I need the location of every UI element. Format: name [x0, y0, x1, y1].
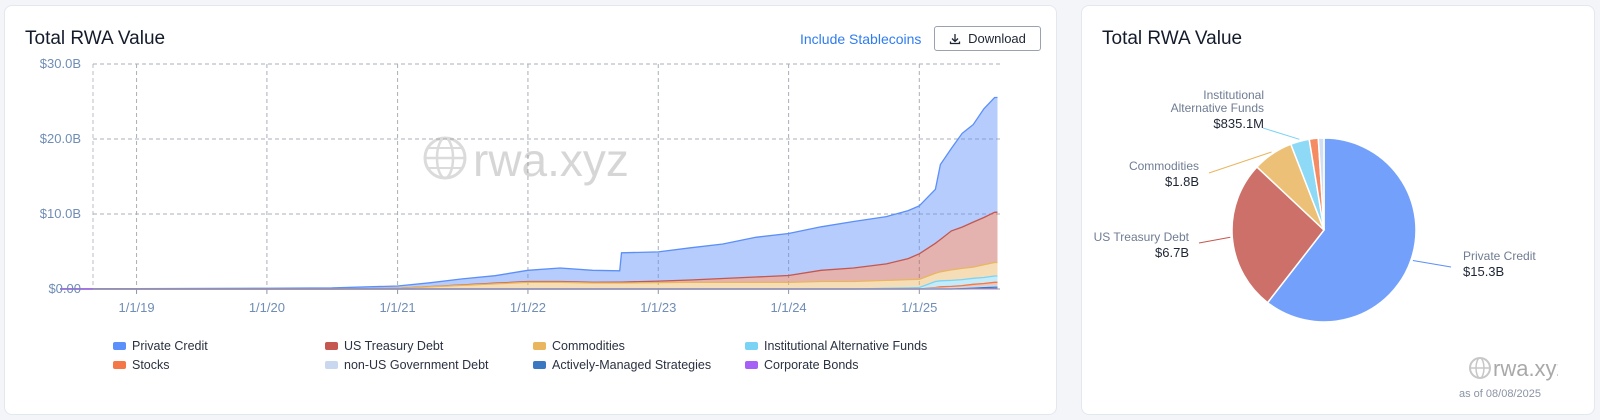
x-tick-label: 1/1/22	[510, 300, 546, 315]
pie-label-value: $1.8B	[1165, 174, 1199, 189]
download-button[interactable]: Download	[934, 26, 1041, 51]
stacked-area-chart: rwa.xyz $0.00 $10.0B $20.0B $30.0B 1/1/19 1/1…	[40, 56, 1000, 315]
legend-item[interactable]: US Treasury Debt	[325, 339, 443, 353]
globe-icon	[1469, 357, 1491, 379]
legend-item[interactable]: non-US Government Debt	[325, 358, 489, 372]
pie-leader-line	[1262, 127, 1300, 140]
pie-leader-line	[1208, 151, 1272, 174]
pie-slice	[1231, 165, 1326, 304]
area-line	[60, 261, 998, 290]
area-series	[60, 96, 998, 290]
chart-watermark: rwa.xyz	[423, 134, 629, 186]
legend-swatch	[745, 342, 758, 350]
legend-label: Corporate Bonds	[764, 358, 859, 372]
pie-label-name: Private Credit	[1463, 249, 1536, 263]
globe-icon	[423, 136, 467, 180]
chart-areas	[60, 96, 998, 290]
chart-grid	[92, 63, 1000, 289]
include-stablecoins-link[interactable]: Include Stablecoins	[800, 31, 922, 47]
y-tick-label: $0.00	[48, 281, 81, 296]
legend-swatch	[325, 342, 338, 350]
x-tick-label: 1/1/25	[901, 300, 937, 315]
pie-label: Commodities$1.8B	[1129, 159, 1199, 189]
legend-item[interactable]: Stocks	[113, 358, 170, 372]
y-tick-label: $30.0B	[40, 56, 81, 71]
legend-swatch	[745, 361, 758, 369]
legend-label: Stocks	[132, 358, 170, 372]
x-tick-label: 1/1/23	[640, 300, 676, 315]
pie-chart: Private Credit$15.3B US Treasury Debt$6.7…	[1094, 88, 1536, 323]
y-tick-label: $10.0B	[40, 206, 81, 221]
legend-label: Private Credit	[132, 339, 208, 353]
watermark-text: rwa.xyz	[1493, 356, 1558, 381]
y-tick-label: $20.0B	[40, 131, 81, 146]
pie-label: Private Credit$15.3B	[1463, 249, 1536, 279]
chart-axes: $0.00 $10.0B $20.0B $30.0B 1/1/19 1/1/20 1/1/2…	[40, 56, 1000, 315]
legend-label: non-US Government Debt	[344, 358, 489, 372]
area-series	[60, 261, 998, 290]
legend-swatch	[533, 342, 546, 350]
x-tick-label: 1/1/19	[118, 300, 154, 315]
x-tick-label: 1/1/24	[771, 300, 807, 315]
legend-label: Institutional Alternative Funds	[764, 339, 928, 353]
pie-label-value: $15.3B	[1463, 264, 1504, 279]
card-title: Total RWA Value	[25, 28, 166, 49]
legend-label: US Treasury Debt	[344, 339, 444, 353]
stacked-area-card: Total RWA Value Include Stablecoins Down…	[4, 5, 1057, 415]
pie-label-value: $835.1M	[1213, 116, 1264, 131]
legend-label: Actively-Managed Strategies	[552, 358, 712, 372]
watermark-text: rwa.xyz	[473, 134, 629, 186]
download-icon	[949, 33, 961, 45]
pie-leader-line	[1198, 236, 1231, 244]
pie-leader-line	[1412, 260, 1452, 268]
x-tick-label: 1/1/20	[249, 300, 285, 315]
area-line	[60, 96, 998, 290]
legend-swatch	[113, 342, 126, 350]
area-fill	[60, 97, 998, 289]
download-label: Download	[968, 31, 1026, 46]
pie-label-value: $6.7B	[1155, 245, 1189, 260]
pie-label-name: Alternative Funds	[1171, 101, 1264, 115]
x-tick-label: 1/1/21	[380, 300, 416, 315]
pie-label: US Treasury Debt$6.7B	[1094, 230, 1190, 260]
legend-item[interactable]: Actively-Managed Strategies	[533, 358, 711, 372]
pie-label-name: Commodities	[1129, 159, 1199, 173]
legend-item[interactable]: Corporate Bonds	[745, 358, 859, 372]
legend-item[interactable]: Institutional Alternative Funds	[745, 339, 927, 353]
legend-swatch	[325, 361, 338, 369]
footer-watermark: rwa.xyz	[1468, 353, 1568, 388]
pie-label-name: Institutional	[1203, 88, 1264, 102]
pie-label-name: US Treasury Debt	[1094, 230, 1190, 244]
pie-slice	[1317, 137, 1325, 231]
as-of-date: as of 08/08/2025	[1459, 388, 1541, 400]
pie-slice	[1266, 137, 1417, 323]
card-title: Total RWA Value	[1102, 28, 1243, 49]
legend-item[interactable]: Commodities	[533, 339, 625, 353]
legend-swatch	[533, 361, 546, 369]
legend-item[interactable]: Private Credit	[113, 339, 208, 353]
legend-swatch	[113, 361, 126, 369]
legend-label: Commodities	[552, 339, 625, 353]
